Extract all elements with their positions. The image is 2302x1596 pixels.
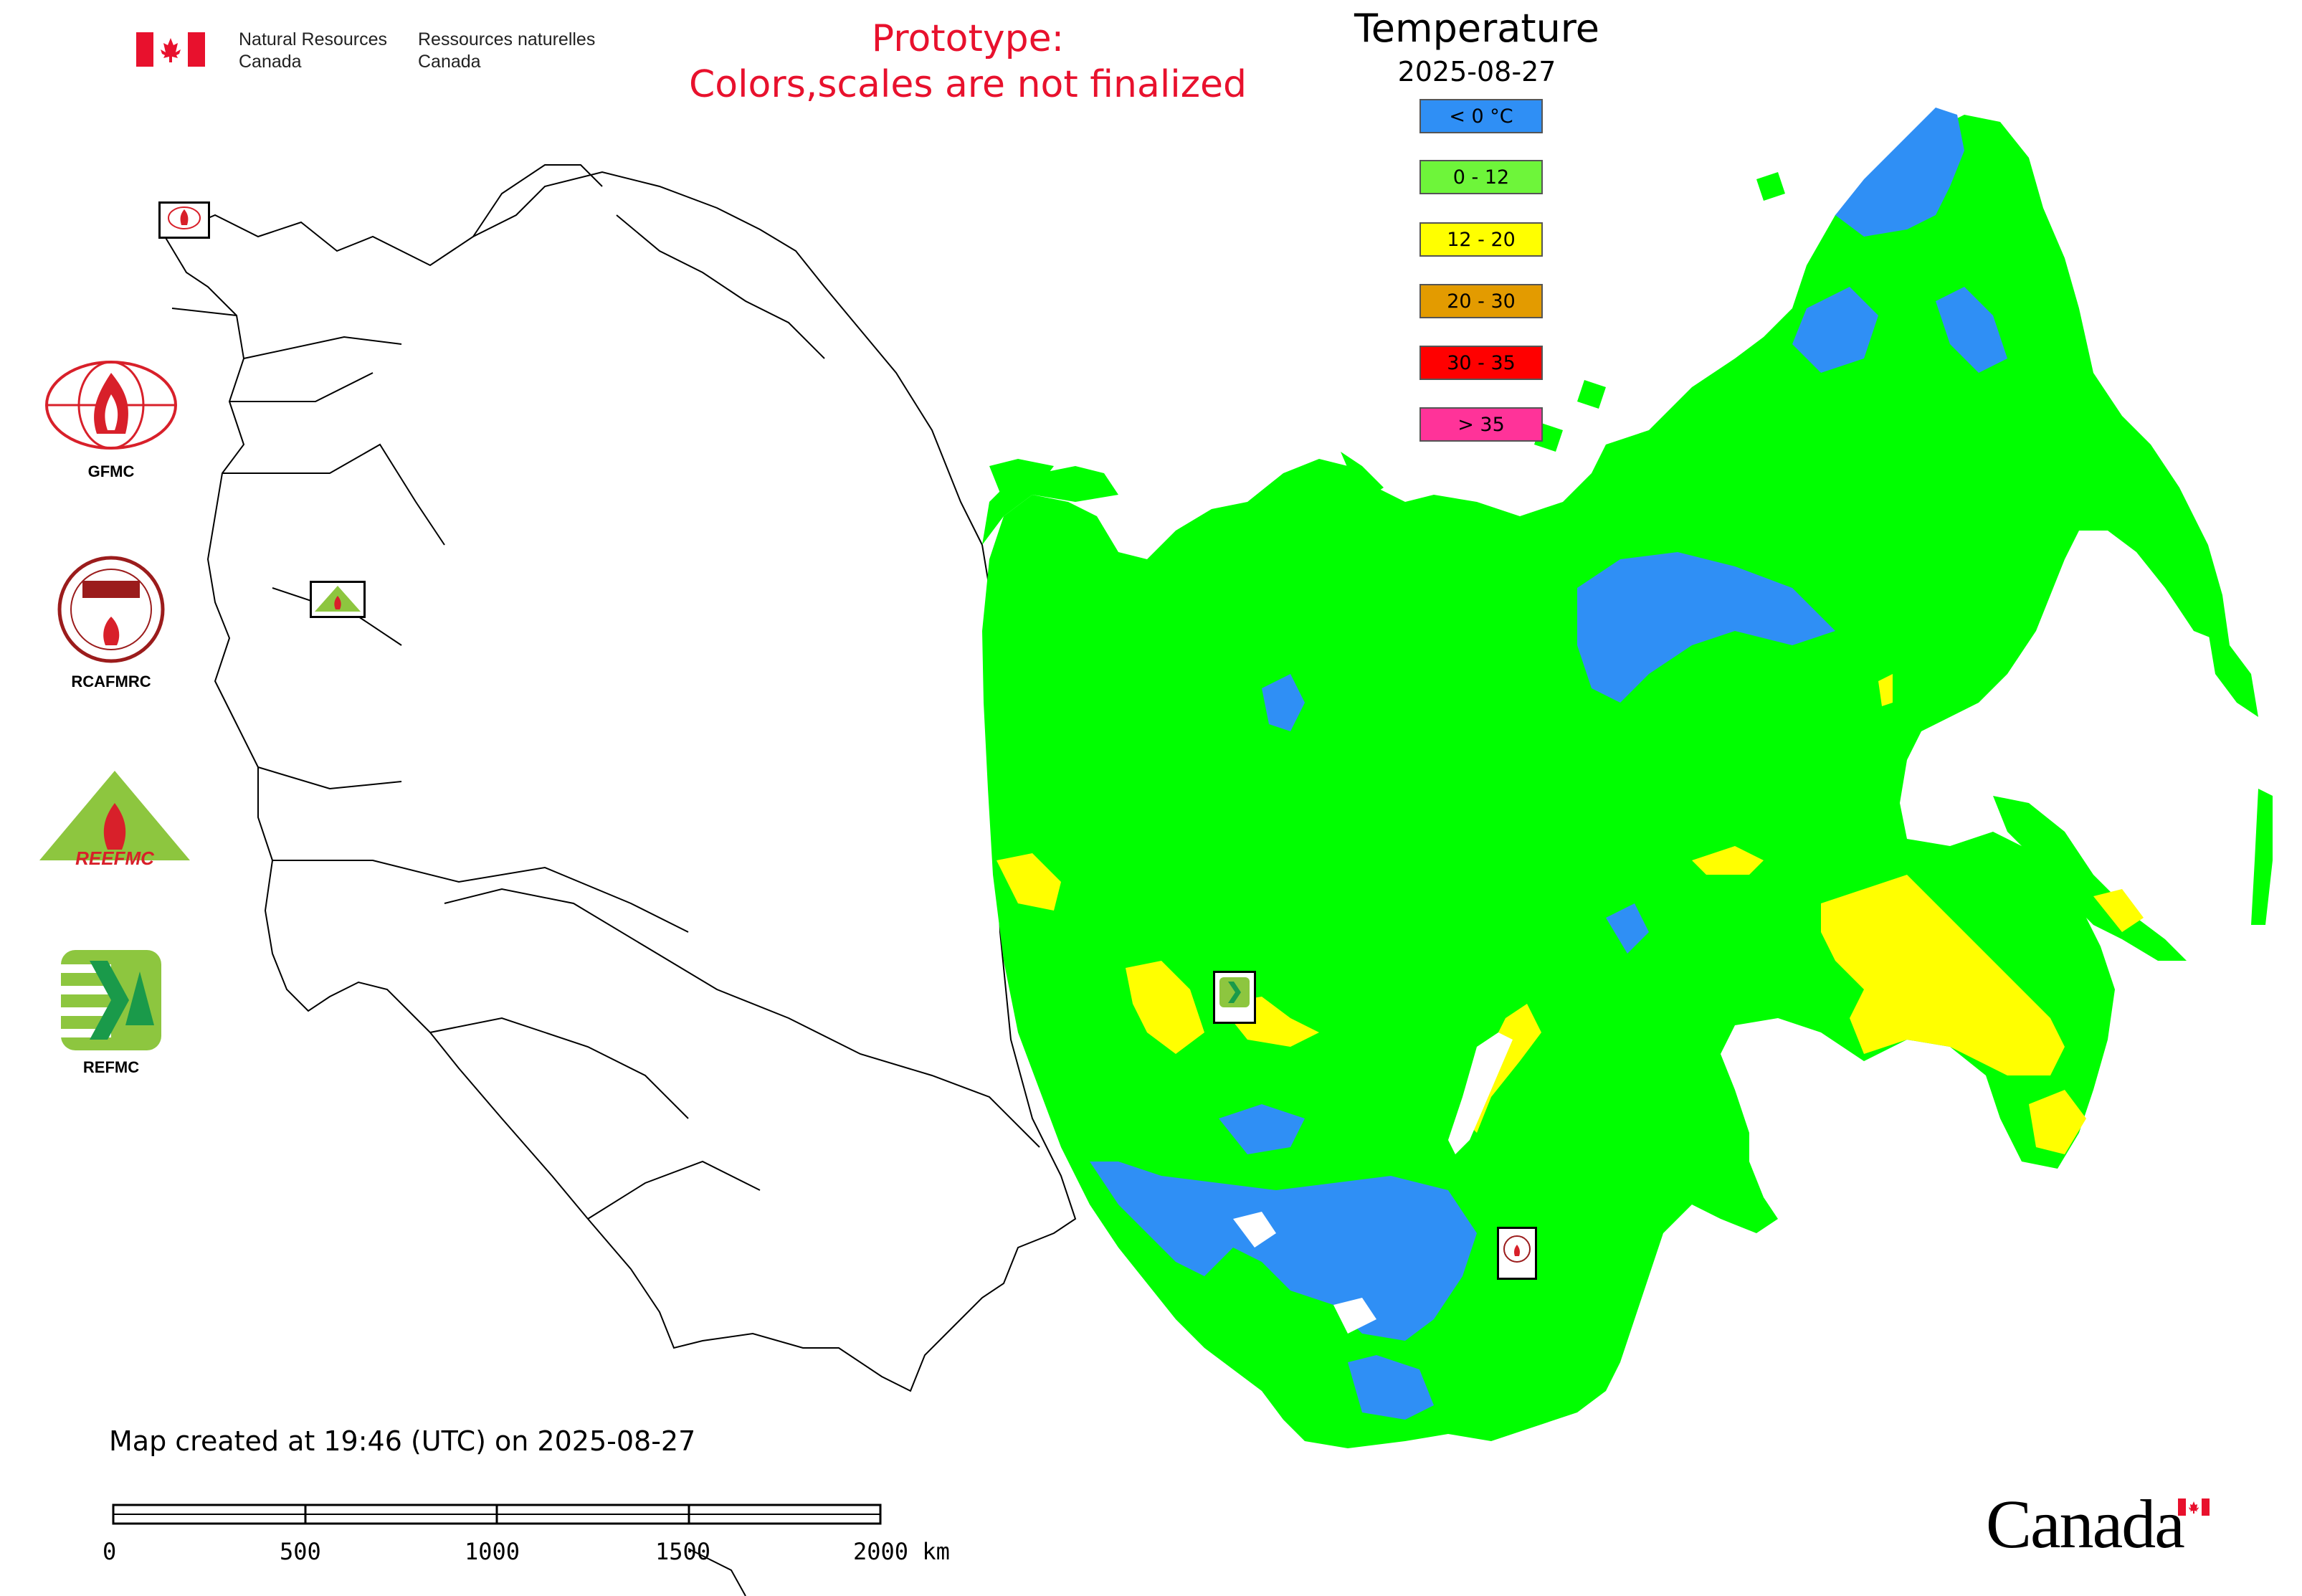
refmc-logo: REFMC <box>39 946 183 1090</box>
nrcan-en-line2: Canada <box>239 52 302 72</box>
prototype-notice: Prototype: Colors,scales are not finaliz… <box>645 16 1290 108</box>
legend-date: 2025-08-27 <box>1397 56 1556 87</box>
scale-label-1500: 1500 <box>655 1538 711 1565</box>
gfmc-map-marker[interactable] <box>158 201 210 239</box>
reefmc-marker-icon <box>315 586 361 612</box>
legend-title: Temperature <box>1354 6 1600 51</box>
temperature-region-12-20 <box>997 674 2144 1154</box>
country-outlines <box>163 164 1077 1596</box>
scale-bar-graphic <box>112 1504 882 1525</box>
lake-features <box>1233 1032 1513 1334</box>
legend-class-12-20[interactable]: 12 - 20 <box>1419 222 1543 257</box>
reefmc-triangle-fire-icon <box>39 771 190 860</box>
map-created-text: Map created at 19:46 (UTC) on 2025-08-27 <box>109 1425 696 1457</box>
canada-wordmark-flag-icon <box>2178 1498 2210 1516</box>
nrcan-en-line1: Natural Resources <box>239 29 388 49</box>
legend-class-20-30[interactable]: 20 - 30 <box>1419 284 1543 318</box>
refmc-sigma-tree-icon <box>61 950 161 1050</box>
canada-wordmark-text: Canada <box>1986 1486 2185 1562</box>
nrcan-fr-line1: Ressources naturelles <box>418 29 596 49</box>
arctic-islands <box>989 172 1785 502</box>
nrcan-signature: Natural Resources Canada Ressources natu… <box>136 29 609 79</box>
scale-bar <box>112 1504 883 1526</box>
scale-label-0: 0 <box>103 1538 117 1565</box>
rcafmrc-emblem-icon <box>57 556 165 663</box>
nrcan-english: Natural Resources Canada <box>239 29 387 73</box>
nrcan-french: Ressources naturelles Canada <box>418 29 595 73</box>
refmc-marker-icon <box>1219 977 1250 1007</box>
prototype-line2: Colors,scales are not finalized <box>688 63 1247 106</box>
reefmc-logo: REEFMC <box>36 767 194 875</box>
refmc-map-marker[interactable] <box>1213 971 1256 1024</box>
legend: Temperature 2025-08-27 < 0 °C 0 - 12 12 … <box>1298 6 1656 457</box>
scale-label-1000: 1000 <box>465 1538 520 1565</box>
rcafmrc-logo: RCAFMRC <box>39 552 183 695</box>
gfmc-marker-icon <box>168 206 201 229</box>
reefmc-map-marker[interactable] <box>310 581 366 618</box>
reefmc-wordmark: REEFMC <box>75 847 154 869</box>
scale-label-2000-km: 2000 km <box>853 1538 950 1565</box>
gfmc-logo: GFMC <box>39 355 183 484</box>
rcafmrc-marker-icon <box>1503 1235 1531 1263</box>
nrcan-fr-line2: Canada <box>418 52 481 72</box>
legend-class-above-35[interactable]: > 35 <box>1419 407 1543 442</box>
legend-class-below-0[interactable]: < 0 °C <box>1419 99 1543 133</box>
rcafmrc-map-marker[interactable] <box>1497 1227 1537 1280</box>
legend-class-0-12[interactable]: 0 - 12 <box>1419 160 1543 194</box>
rcafmrc-label: RCAFMRC <box>71 673 151 690</box>
legend-class-30-35[interactable]: 30 - 35 <box>1419 346 1543 380</box>
gfmc-globe-fire-icon <box>45 361 177 450</box>
canada-flag-icon <box>136 32 205 67</box>
gfmc-label: GFMC <box>87 462 135 480</box>
prototype-line1: Prototype: <box>871 17 1065 60</box>
refmc-label: REFMC <box>82 1058 140 1076</box>
canada-wordmark: Canada <box>1986 1484 2230 1570</box>
scale-label-500: 500 <box>280 1538 321 1565</box>
temperature-region-below-0 <box>1090 108 2007 1420</box>
